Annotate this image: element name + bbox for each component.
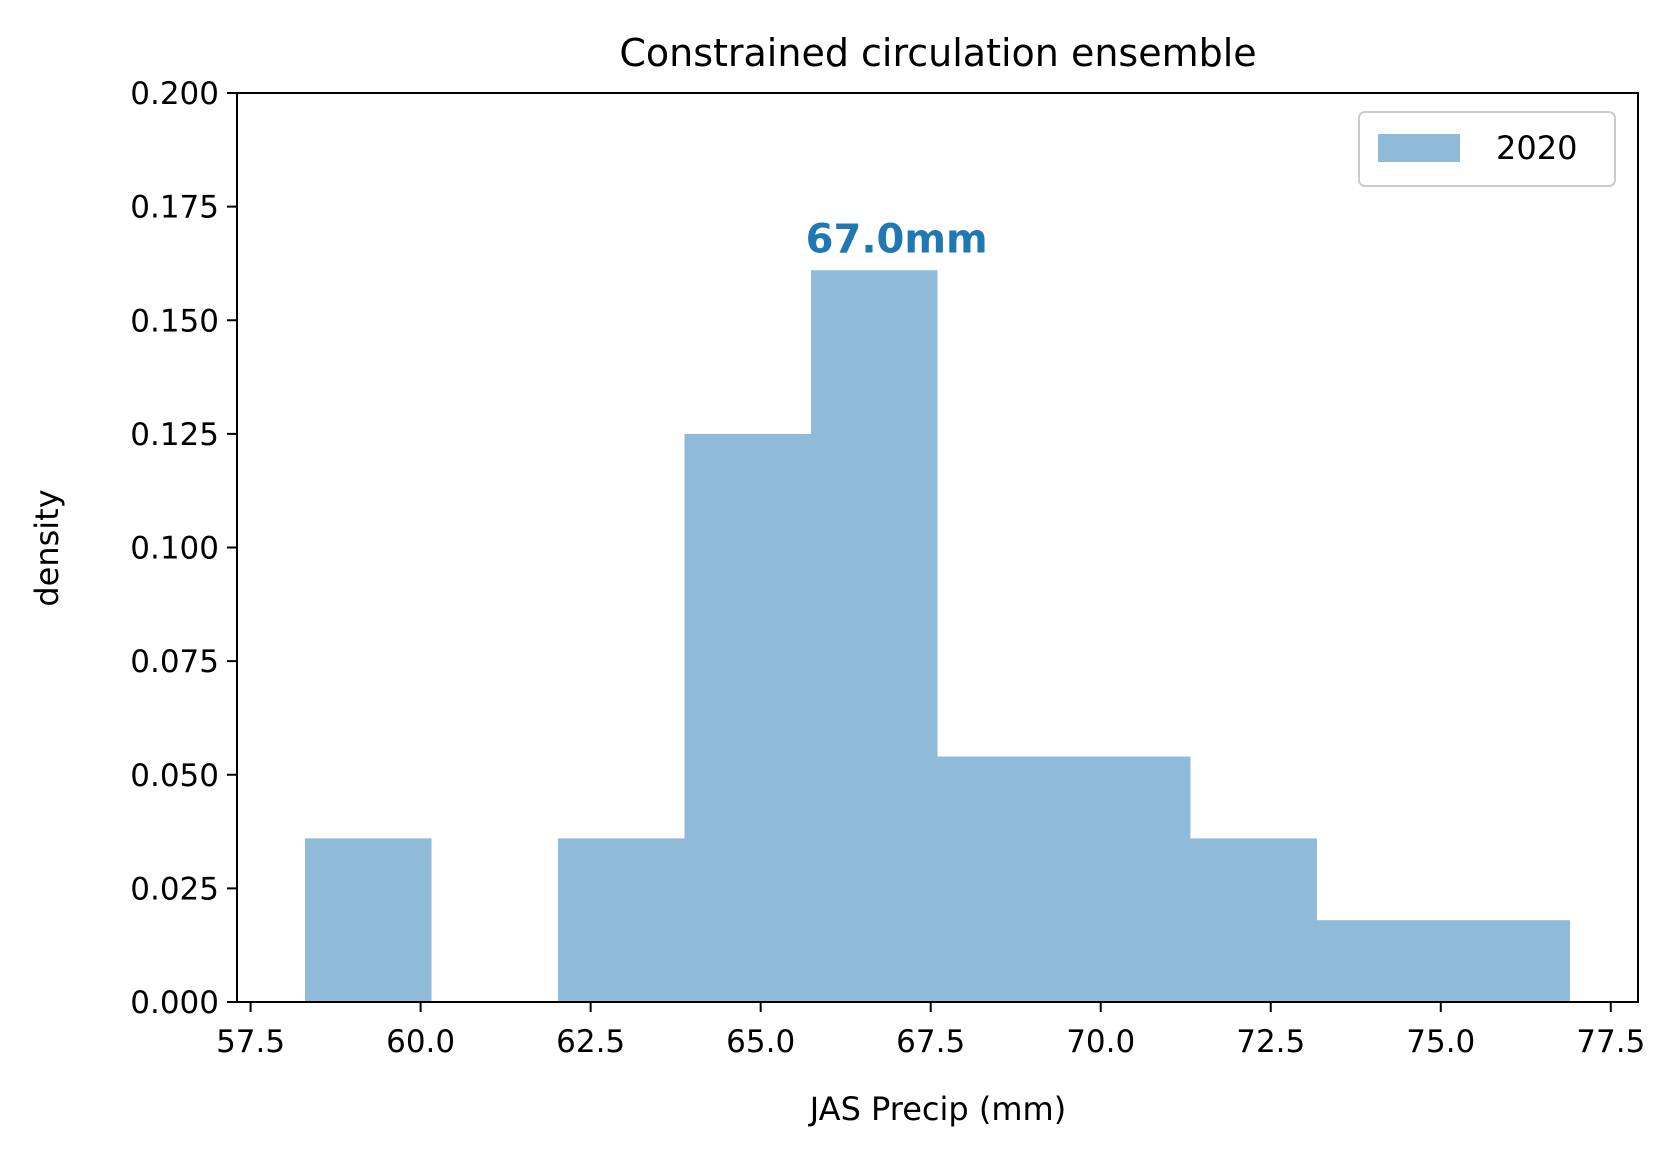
histogram-bar — [684, 433, 812, 1002]
histogram-bar — [305, 838, 432, 1002]
histogram-bar — [1063, 756, 1191, 1002]
legend-label: 2020 — [1496, 129, 1577, 167]
chart-title: Constrained circulation ensemble — [619, 31, 1256, 75]
legend-swatch — [1378, 134, 1460, 162]
y-tick-label: 0.175 — [130, 190, 219, 226]
y-tick-label: 0.000 — [130, 985, 219, 1021]
y-tick-label: 0.025 — [130, 871, 219, 907]
y-tick-label: 0.125 — [130, 417, 219, 453]
plot-frame — [236, 92, 1639, 1003]
legend-box — [1358, 111, 1616, 187]
x-tick-label: 65.0 — [726, 1024, 795, 1060]
y-tick-label: 0.150 — [130, 303, 219, 339]
histogram-bar — [811, 270, 938, 1002]
histogram-bar — [1316, 920, 1444, 1002]
y-tick-label: 0.100 — [130, 531, 219, 567]
x-tick-label: 75.0 — [1406, 1024, 1475, 1060]
x-tick-label: 70.0 — [1066, 1024, 1135, 1060]
y-axis-label: density — [28, 489, 66, 606]
histogram-bars — [305, 270, 1570, 1002]
histogram-bar — [937, 756, 1064, 1002]
histogram-bar — [558, 838, 685, 1002]
legend: 2020 — [1358, 111, 1616, 187]
x-tick-label: 62.5 — [556, 1024, 625, 1060]
y-tick-label: 0.075 — [130, 644, 219, 680]
x-tick-label: 72.5 — [1236, 1024, 1305, 1060]
x-axis-ticks: 57.5 60.0 62.5 65.0 67.5 70.0 72.5 75.0 77.5 — [216, 1002, 1645, 1060]
x-tick-label: 60.0 — [386, 1024, 455, 1060]
y-axis-ticks: 0.000 0.025 0.050 0.075 0.100 0.125 0.150 0.175… — [130, 76, 237, 1021]
peak-annotation: 67.0mm — [806, 216, 988, 262]
histogram-bar — [1190, 838, 1317, 1002]
x-tick-label: 57.5 — [216, 1024, 285, 1060]
x-tick-label: 67.5 — [896, 1024, 965, 1060]
y-tick-label: 0.200 — [130, 76, 219, 112]
x-axis-label: JAS Precip (mm) — [808, 1090, 1066, 1128]
y-tick-label: 0.050 — [130, 758, 219, 794]
histogram-bar — [1443, 920, 1570, 1002]
x-tick-label: 77.5 — [1576, 1024, 1645, 1060]
